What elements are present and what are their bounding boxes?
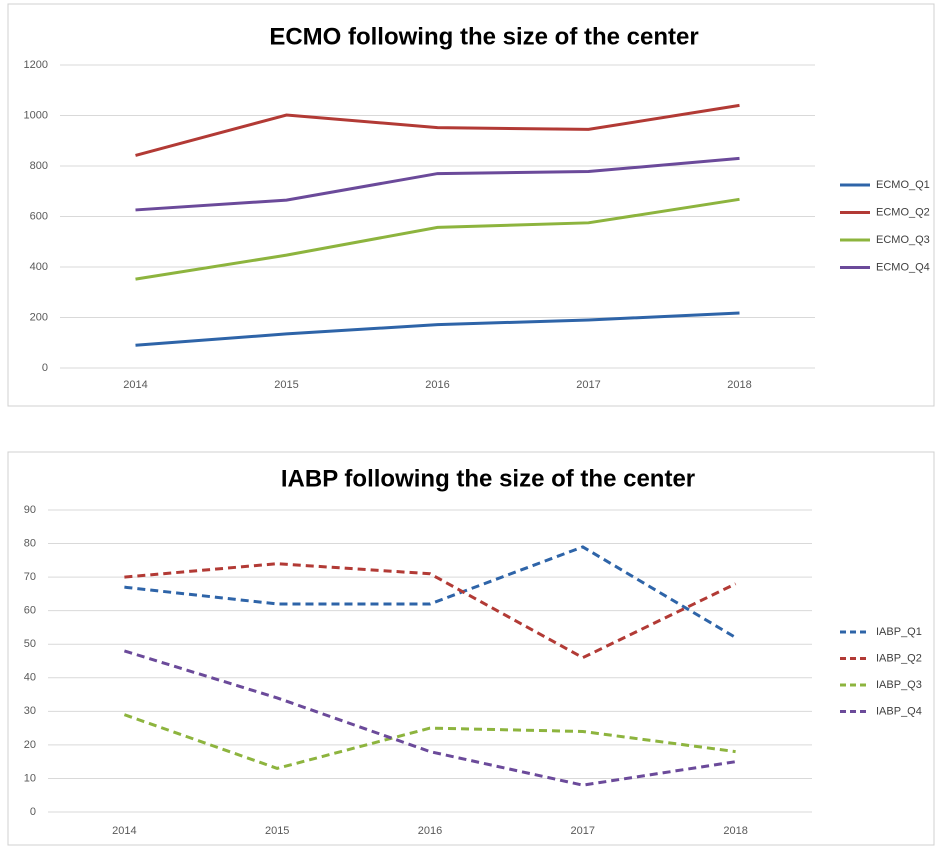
x-tick-label: 2014 xyxy=(112,825,136,837)
y-tick-label: 40 xyxy=(24,672,36,684)
y-tick-label: 90 xyxy=(24,504,36,516)
x-tick-label: 2015 xyxy=(274,379,298,391)
x-tick-label: 2016 xyxy=(418,825,442,837)
chart: ECMO following the size of the center 0 20… xyxy=(7,3,935,407)
y-tick-label: 0 xyxy=(30,806,36,818)
chart-frame xyxy=(7,3,935,407)
legend-label: IABP_Q4 xyxy=(876,705,922,717)
series-line xyxy=(135,103,740,157)
y-tick-label: 70 xyxy=(24,571,36,583)
x-tick-label: 2018 xyxy=(727,379,751,391)
y-tick-label: 20 xyxy=(24,739,36,751)
chart-title: IABP following the size of the center xyxy=(281,465,695,492)
legend-label: ECMO_Q1 xyxy=(876,179,930,191)
y-tick-label: 0 xyxy=(42,362,48,374)
chart: IABP following the size of the center 0 10… xyxy=(7,451,935,846)
series-line xyxy=(123,649,736,787)
series-line xyxy=(135,311,740,347)
y-tick-label: 1000 xyxy=(24,109,48,121)
y-tick-label: 800 xyxy=(30,160,48,172)
x-tick-label: 2014 xyxy=(123,379,147,391)
legend-label: IABP_Q3 xyxy=(876,679,922,691)
chart-title: ECMO following the size of the center xyxy=(269,23,698,50)
y-tick-label: 10 xyxy=(24,772,36,784)
series-line xyxy=(135,197,740,281)
y-tick-label: 400 xyxy=(30,261,48,273)
series-line xyxy=(135,156,740,212)
x-tick-label: 2015 xyxy=(265,825,289,837)
y-tick-label: 200 xyxy=(30,311,48,323)
y-tick-label: 50 xyxy=(24,638,36,650)
y-tick-label: 60 xyxy=(24,605,36,617)
series-line xyxy=(124,562,737,660)
y-tick-label: 600 xyxy=(30,210,48,222)
x-tick-label: 2017 xyxy=(576,379,600,391)
legend-label: ECMO_Q3 xyxy=(876,234,930,246)
x-tick-label: 2017 xyxy=(571,825,595,837)
series-line xyxy=(123,713,736,770)
x-tick-label: 2016 xyxy=(425,379,449,391)
chart-frame xyxy=(7,451,935,846)
x-tick-label: 2018 xyxy=(723,825,747,837)
legend-label: ECMO_Q4 xyxy=(876,261,930,273)
y-tick-label: 80 xyxy=(24,537,36,549)
series-line xyxy=(124,545,737,639)
y-tick-label: 30 xyxy=(24,705,36,717)
legend-label: ECMO_Q2 xyxy=(876,206,930,218)
legend-label: IABP_Q2 xyxy=(876,652,922,664)
y-tick-label: 1200 xyxy=(24,59,48,71)
legend-label: IABP_Q1 xyxy=(876,626,922,638)
